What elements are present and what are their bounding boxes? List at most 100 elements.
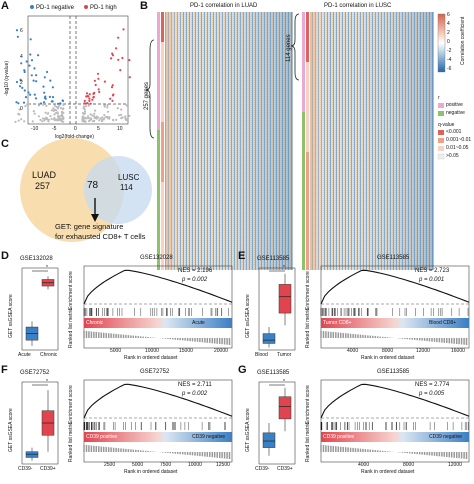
volcano-point — [126, 104, 129, 107]
legend-r-negative: negative — [446, 110, 465, 116]
volcano-point — [23, 69, 26, 72]
panel-g-gsea: G GSE113585 GSE113585 GET ssGSEA score * CD39… — [237, 364, 474, 480]
volcano-point — [101, 116, 104, 119]
box-ylabel: GET ssGSEA score — [245, 408, 251, 452]
volcano-point — [50, 117, 53, 121]
volcano-point — [85, 117, 89, 120]
volcano-point — [34, 97, 38, 100]
volcano-xtick: 10 — [117, 126, 123, 132]
volcano-point — [124, 117, 128, 121]
gsea-graphic — [21, 379, 233, 465]
volcano-point — [86, 115, 90, 118]
volcano-point — [111, 54, 115, 57]
volcano-point — [117, 58, 120, 61]
volcano-point — [103, 117, 106, 120]
volcano-xtick: 0 — [74, 126, 77, 132]
volcano-point — [32, 110, 35, 113]
volcano-ytick: 6 — [20, 28, 23, 34]
box-ylabel: GET ssGSEA score — [8, 294, 14, 338]
panel-letter-a: A — [1, 0, 9, 12]
volcano-point — [85, 92, 89, 95]
volcano-point — [21, 86, 24, 89]
volcano-point — [52, 107, 55, 110]
volcano-point — [116, 107, 119, 110]
volcano-point — [93, 115, 96, 118]
volcano-point — [32, 79, 35, 82]
volcano-point — [44, 111, 47, 114]
volcano-point — [35, 74, 38, 77]
volcano-point — [41, 120, 44, 123]
volcano-point — [122, 28, 125, 31]
volcano-point — [43, 91, 46, 94]
volcano-point — [44, 95, 47, 98]
es-axis-label: Enrichment score — [305, 271, 311, 310]
box-ylabel: GET ssGSEA score — [245, 294, 251, 338]
volcano-point — [62, 117, 65, 120]
venn-caption-line1: GET: gene signature — [55, 222, 124, 231]
volcano-point — [29, 53, 32, 56]
bar-left-label: CD39 positive — [86, 434, 118, 440]
volcano-point — [103, 80, 106, 83]
box-title: GSE113585 — [257, 256, 290, 262]
box-title: GSE72752 — [20, 370, 50, 376]
panel-letter-f: F — [1, 364, 8, 376]
volcano-point — [109, 97, 112, 100]
volcano-point — [28, 64, 31, 67]
gsea-xtick: 2500 — [104, 462, 116, 468]
gsea-xlabel: Rank in ordered dataset — [124, 355, 178, 361]
volcano-point — [62, 103, 65, 107]
group-label: Acute — [18, 352, 31, 358]
volcano-point — [56, 111, 59, 114]
group-label: Blood — [255, 352, 268, 358]
volcano-point — [50, 109, 54, 112]
volcano-point — [89, 102, 92, 105]
volcano-point — [42, 103, 45, 106]
colorbar-tick: 6 — [447, 12, 450, 18]
volcano-point — [92, 92, 95, 95]
volcano-point — [96, 72, 100, 75]
volcano-point — [27, 91, 30, 94]
volcano-point — [85, 95, 88, 98]
volcano-point — [110, 86, 114, 89]
volcano-point — [22, 101, 26, 104]
legend-negative-label: PD-1 negative — [36, 5, 75, 11]
volcano-point — [95, 115, 98, 118]
box-0 — [262, 333, 276, 344]
volcano-point — [51, 100, 54, 103]
nes-value: NES = 2.774 — [415, 382, 450, 388]
gsea-graphic — [258, 379, 470, 465]
volcano-point — [41, 117, 45, 120]
volcano-point — [56, 107, 60, 110]
volcano-point — [83, 110, 87, 113]
box-title: GSE132028 — [20, 256, 53, 262]
heatmap-title-lusc: PD-1 correlation in LUSC — [324, 3, 392, 9]
gsea-xtick: 12500 — [216, 462, 230, 468]
gsea-xtick: 10000 — [188, 462, 202, 468]
volcano-point — [107, 117, 110, 120]
volcano-point — [87, 117, 90, 120]
colorbar-tick: -4 — [447, 57, 452, 63]
volcano-point — [14, 120, 17, 123]
volcano-point — [62, 111, 65, 114]
volcano-point — [88, 120, 91, 123]
volcano-point — [106, 104, 109, 107]
gsea-xtick: 15000 — [179, 348, 193, 354]
gsea-xtick: 16000 — [451, 348, 465, 354]
bar-right-label: Acute — [192, 320, 205, 326]
volcano-point — [110, 57, 113, 60]
es-axis-label: Enrichment score — [68, 271, 74, 310]
volcano-point — [49, 115, 52, 118]
volcano-point — [92, 96, 95, 99]
volcano-point — [40, 102, 43, 105]
volcano-point — [91, 120, 95, 123]
volcano-point — [17, 112, 20, 115]
volcano-point — [20, 118, 23, 121]
p-value: p = 0.002 — [182, 277, 208, 283]
gsea-xtick: 4000 — [347, 348, 359, 354]
volcano-point — [119, 113, 123, 116]
volcano-point — [16, 35, 19, 38]
volcano-point — [55, 105, 58, 108]
group-label: CD39+ — [40, 466, 56, 472]
